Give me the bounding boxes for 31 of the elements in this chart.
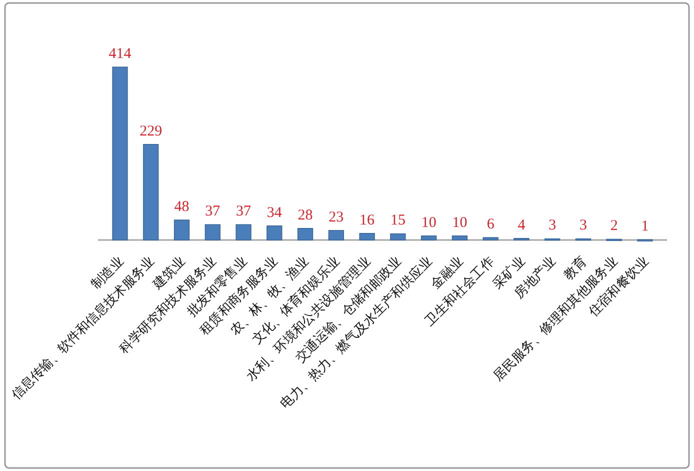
data-label: 37 — [205, 204, 221, 220]
data-label: 414 — [108, 46, 132, 62]
data-label: 6 — [486, 216, 495, 232]
bar — [204, 224, 220, 240]
data-label: 37 — [236, 204, 252, 220]
bar — [421, 236, 437, 240]
bar — [390, 233, 406, 240]
data-label: 229 — [140, 123, 162, 140]
data-label: 23 — [328, 209, 344, 226]
data-label: 10 — [421, 214, 436, 231]
data-label: 10 — [452, 214, 468, 231]
data-label: 1 — [641, 218, 649, 235]
data-label: 15 — [390, 212, 406, 229]
data-label: 2 — [610, 218, 618, 234]
data-label: 3 — [579, 218, 587, 234]
data-label: 4 — [518, 217, 526, 234]
bar — [482, 237, 498, 240]
bar — [112, 66, 128, 240]
bar — [174, 220, 190, 240]
bar — [297, 228, 314, 240]
bar — [452, 236, 468, 240]
data-label: 48 — [174, 198, 190, 215]
bar — [236, 224, 252, 240]
data-label: 3 — [548, 218, 556, 234]
bar — [359, 233, 375, 240]
data-label: 34 — [266, 204, 282, 221]
data-label: 28 — [298, 207, 313, 224]
bar — [143, 144, 159, 240]
bar — [328, 230, 344, 240]
bar — [266, 225, 282, 240]
data-label: 16 — [360, 212, 376, 228]
